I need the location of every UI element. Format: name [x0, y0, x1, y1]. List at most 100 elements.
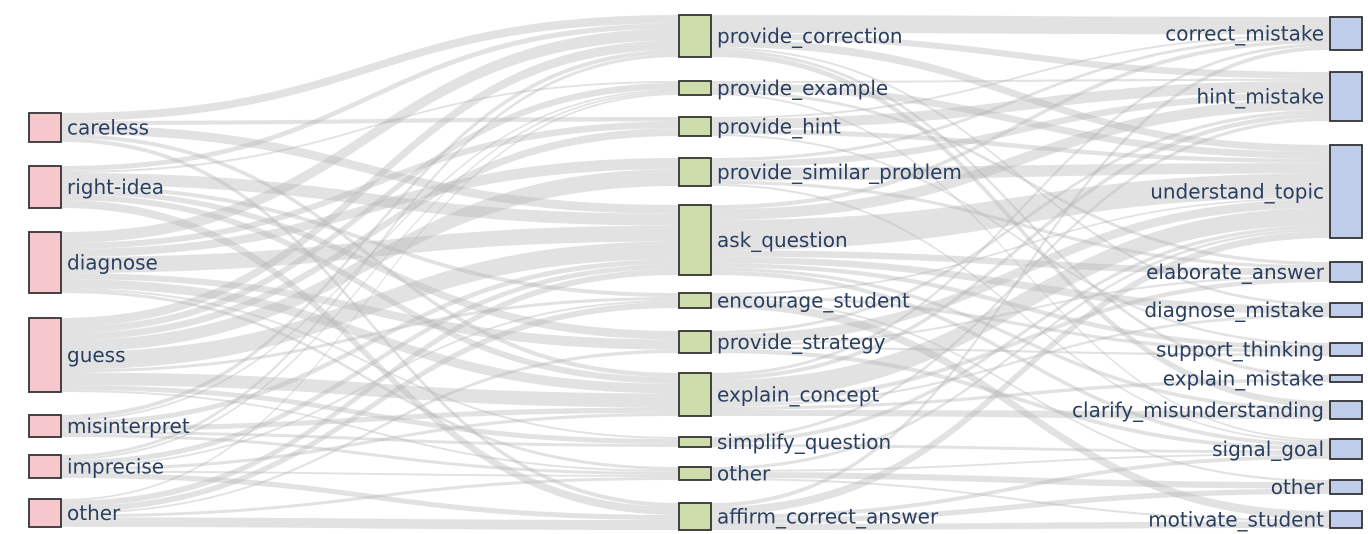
sankey-node-label-provide_example: provide_example [717, 76, 888, 100]
sankey-node-label-guess: guess [67, 343, 126, 367]
sankey-link-L6-M4 [61, 269, 679, 507]
sankey-node-label-explain_concept: explain_concept [717, 383, 879, 407]
sankey-node-hint_mistake[interactable] [1329, 71, 1363, 122]
sankey-link-L6-M1 [61, 93, 679, 501]
sankey-link-M0-R6 [711, 49, 1330, 379]
sankey-node-affirm_correct_answer[interactable] [678, 502, 712, 531]
sankey-link-L3-M5 [61, 297, 679, 373]
sankey-link-L5-M10 [61, 472, 679, 520]
sankey-node-label-motivate_student: motivate_student [1148, 508, 1324, 532]
sankey-node-label-explain_mistake: explain_mistake [1163, 367, 1324, 391]
sankey-node-understand_topic[interactable] [1329, 144, 1363, 239]
sankey-node-misinterpret[interactable] [28, 414, 62, 438]
sankey-link-M9-R2 [711, 228, 1330, 470]
sankey-node-label-elaborate_answer: elaborate_answer [1146, 260, 1325, 284]
sankey-link-L2-M6 [61, 273, 679, 350]
sankey-node-provide_strategy[interactable] [678, 330, 712, 354]
sankey-link-M10-R2 [711, 231, 1330, 515]
sankey-node-motivate_student[interactable] [1329, 510, 1363, 529]
sankey-node-label-other: other [1271, 475, 1325, 499]
sankey-link-M3-R8 [711, 183, 1330, 443]
sankey-link-L6-M5 [61, 302, 679, 513]
sankey-link-L3-M9 [61, 390, 679, 472]
sankey-link-L3-M7 [61, 372, 679, 408]
sankey-node-other[interactable] [678, 466, 712, 481]
sankey-link-M1-R3 [711, 90, 1330, 266]
sankey-node-simplify_question[interactable] [678, 436, 712, 448]
sankey-link-L3-M4 [61, 241, 679, 370]
sankey-link-L1-M6 [61, 189, 679, 340]
sankey-link-M9-R10 [711, 478, 1330, 522]
sankey-link-M10-R0 [711, 46, 1330, 507]
sankey-node-careless[interactable] [28, 112, 62, 143]
sankey-node-imprecise[interactable] [28, 454, 62, 479]
sankey-node-provide_hint[interactable] [678, 116, 712, 137]
sankey-node-correct_mistake[interactable] [1329, 16, 1363, 51]
sankey-link-L2-M4 [61, 225, 679, 273]
sankey-node-other[interactable] [1329, 479, 1363, 495]
sankey-node-label-other: other [67, 501, 121, 525]
sankey-link-M2-R0 [711, 34, 1330, 119]
sankey-link-L0-M2 [61, 117, 679, 125]
sankey-link-M8-R8 [711, 444, 1330, 454]
sankey-link-M2-R5 [711, 134, 1330, 346]
sankey-link-L4-M9 [61, 434, 679, 475]
sankey-node-encourage_student[interactable] [678, 292, 712, 309]
sankey-link-M5-R5 [711, 295, 1330, 354]
sankey-node-label-correct_mistake: correct_mistake [1165, 22, 1324, 46]
sankey-link-L6-M10 [61, 517, 679, 530]
sankey-node-support_thinking[interactable] [1329, 342, 1363, 357]
sankey-link-L3-M8 [61, 385, 679, 444]
sankey-link-M0-R4 [711, 47, 1330, 306]
sankey-link-M4-R4 [711, 256, 1330, 315]
sankey-node-right-idea[interactable] [28, 165, 62, 209]
sankey-link-M5-R9 [711, 298, 1330, 483]
sankey-node-label-ask_question: ask_question [717, 228, 848, 252]
sankey-link-M6-R1 [711, 109, 1330, 335]
sankey-link-L0-M0 [61, 15, 679, 121]
sankey-node-provide_correction[interactable] [678, 14, 712, 58]
sankey-node-other[interactable] [28, 498, 62, 528]
sankey-link-L4-M4 [61, 259, 679, 426]
sankey-link-L5-M0 [61, 53, 679, 459]
sankey-link-L0-M7 [61, 134, 679, 378]
sankey-node-label-provide_strategy: provide_strategy [717, 330, 886, 354]
sankey-node-label-provide_similar_problem: provide_similar_problem [717, 160, 962, 184]
sankey-node-signal_goal[interactable] [1329, 438, 1363, 460]
sankey-node-explain_concept[interactable] [678, 372, 712, 417]
sankey-link-M1-R2 [711, 82, 1330, 159]
sankey-link-L5-M9 [61, 470, 679, 477]
sankey-link-M10-R9 [711, 488, 1330, 524]
sankey-node-label-simplify_question: simplify_question [717, 430, 891, 454]
sankey-link-L5-M5 [61, 300, 679, 468]
sankey-node-elaborate_answer[interactable] [1329, 261, 1363, 283]
sankey-link-M3-R1 [711, 92, 1330, 168]
sankey-node-label-provide_correction: provide_correction [717, 24, 903, 48]
sankey-node-ask_question[interactable] [678, 204, 712, 276]
sankey-link-L2-M0 [61, 28, 679, 244]
sankey-node-label-encourage_student: encourage_student [717, 289, 910, 313]
sankey-node-label-diagnose: diagnose [67, 251, 158, 275]
sankey-link-L1-M1 [61, 81, 679, 173]
sankey-node-diagnose[interactable] [28, 231, 62, 294]
sankey-node-label-hint_mistake: hint_mistake [1197, 85, 1324, 109]
sankey-node-guess[interactable] [28, 317, 62, 393]
sankey-link-M3-R3 [711, 180, 1330, 269]
sankey-node-label-signal_goal: signal_goal [1212, 437, 1324, 461]
sankey-link-L1-M7 [61, 194, 679, 384]
sankey-link-M9-R9 [711, 472, 1330, 489]
sankey-node-label-diagnose_mistake: diagnose_mistake [1144, 298, 1324, 322]
sankey-node-label-provide_hint: provide_hint [717, 115, 841, 139]
sankey-link-M0-R2 [711, 39, 1330, 152]
sankey-node-explain_mistake[interactable] [1329, 374, 1363, 383]
sankey-link-M4-R8 [711, 270, 1330, 447]
sankey-node-clarify_misunderstanding[interactable] [1329, 400, 1363, 420]
sankey-link-M7-R0 [711, 43, 1330, 377]
sankey-link-M6-R3 [711, 275, 1330, 347]
sankey-link-L4-M0 [61, 49, 679, 420]
sankey-node-diagnose_mistake[interactable] [1329, 302, 1363, 318]
sankey-node-provide_example[interactable] [678, 80, 712, 96]
sankey-node-provide_similar_problem[interactable] [678, 157, 712, 187]
sankey-node-label-other: other [717, 462, 771, 486]
